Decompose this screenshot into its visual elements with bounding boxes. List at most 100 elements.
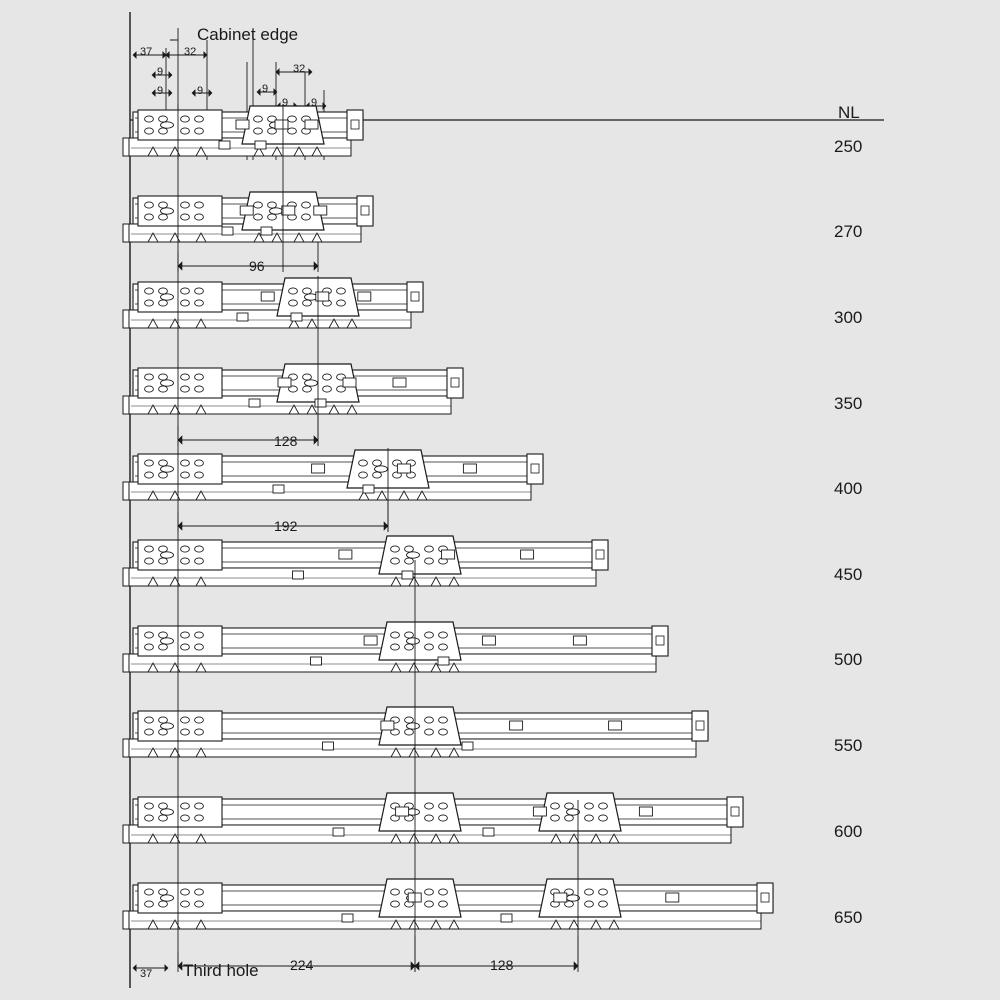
label-third-hole: Third hole	[183, 961, 259, 980]
fixing-plate-slot-3	[160, 379, 174, 387]
lower-detent-9-1	[500, 913, 513, 923]
rail-detent-2-0	[260, 291, 275, 302]
end-cap-hole-5	[595, 549, 605, 560]
rail-detent-7-0	[380, 720, 395, 731]
fixing-plate-right-9-hole-top-0	[180, 888, 190, 896]
nl-value-7: 550	[834, 736, 863, 755]
cam-housing-7-0	[378, 706, 462, 746]
fixing-plate-left-3-hole-bottom-0	[144, 385, 154, 393]
fixing-plate-left-8-hole-bottom-0	[144, 814, 154, 822]
front-bracket-6	[122, 653, 130, 673]
tri-marker-9-1-2	[590, 919, 602, 930]
tri-marker-4-0-0	[358, 490, 370, 501]
tri-marker-1-0-2	[293, 232, 305, 243]
cam-holes-left-6-0-hole-top-0	[390, 631, 400, 639]
cam-holes-left-5-0-hole-top-0	[390, 545, 400, 553]
tri-marker-plate-0-2	[195, 146, 207, 157]
fixing-plate-slot-0	[160, 121, 174, 129]
rail-detent-2-2	[357, 291, 372, 302]
tri-marker-plate-8-2	[195, 833, 207, 844]
tri-marker-8-0-3	[448, 833, 460, 844]
tri-marker-3-0-0	[288, 404, 300, 415]
tri-marker-6-0-2	[430, 662, 442, 673]
cam-holes-right-9-1-hole-bottom-0	[584, 900, 594, 908]
fixing-plate-left-2-hole-top-0	[144, 287, 154, 295]
cam-holes-left-2-0-hole-top-0	[288, 287, 298, 295]
fixing-plate-8	[137, 796, 223, 828]
fixing-plate-right-2-hole-bottom-0	[180, 299, 190, 307]
cam-holes-left-2-0-hole-bottom-0	[288, 299, 298, 307]
dim-32-right-arrow-left	[275, 68, 280, 76]
cam-holes-right-9-1-hole-top-0	[584, 888, 594, 896]
cam-holes-right-0-0-hole-bottom-0	[287, 127, 297, 135]
span-dimension-3: 224	[290, 957, 314, 973]
tri-marker-plate-9-1	[169, 919, 181, 930]
rail-detent-7-1	[509, 720, 524, 731]
top-dimension-7: 9	[282, 97, 289, 109]
cam-housing-8-0	[378, 792, 462, 832]
end-cap-hole-6	[655, 635, 665, 646]
tri-marker-plate-7-0	[147, 747, 159, 758]
tri-marker-7-0-1	[408, 747, 420, 758]
tri-marker-plate-1-0	[147, 232, 159, 243]
lower-detent-3-0	[248, 398, 261, 408]
fixing-plate-right-7-hole-top-1	[194, 716, 204, 724]
cam-holes-right-6-0-hole-bottom-0	[424, 643, 434, 651]
tri-marker-plate-7-2	[195, 747, 207, 758]
cam-slot-4-0	[374, 465, 388, 473]
cam-holes-right-9-0-hole-bottom-0	[424, 900, 434, 908]
tri-marker-6-0-0	[390, 662, 402, 673]
tri-marker-plate-3-0	[147, 404, 159, 415]
rail-detent-8-1	[532, 806, 547, 817]
lower-detent-2-1	[290, 312, 303, 322]
top-dimension-5: 32	[293, 63, 306, 75]
rail-detent-3-2	[392, 377, 407, 388]
cam-holes-left-3-0-hole-bottom-0	[288, 385, 298, 393]
fixing-plate-right-2-hole-bottom-1	[194, 299, 204, 307]
cam-housing-8-1	[538, 792, 622, 832]
cam-holes-right-9-0-hole-top-1	[438, 888, 448, 896]
front-bracket-7	[122, 738, 130, 758]
fixing-plate-right-8-hole-bottom-0	[180, 814, 190, 822]
cam-holes-right-3-0-hole-top-1	[336, 373, 346, 381]
tri-marker-plate-4-0	[147, 490, 159, 501]
cam-holes-right-9-0-hole-bottom-1	[438, 900, 448, 908]
tri-marker-plate-1-1	[169, 232, 181, 243]
tri-marker-plate-2-2	[195, 318, 207, 329]
tri-marker-9-1-3	[608, 919, 620, 930]
dim-9f-arrow-right	[322, 102, 327, 110]
span-dimension-2: 192	[274, 518, 298, 534]
dim-9d-arrow-left	[256, 88, 261, 96]
lower-detent-8-0	[332, 827, 345, 837]
cam-holes-right-8-1-hole-bottom-1	[598, 814, 608, 822]
cam-holes-right-5-0-hole-bottom-0	[424, 557, 434, 565]
label-nl-header: NL	[838, 103, 860, 122]
tri-marker-9-0-2	[430, 919, 442, 930]
tri-marker-8-1-1	[568, 833, 580, 844]
top-dimension-2: 9	[157, 66, 164, 78]
cam-holes-right-2-0-hole-bottom-1	[336, 299, 346, 307]
lower-detent-4-1	[362, 484, 375, 494]
tri-marker-0-0-1	[271, 146, 283, 157]
tri-marker-plate-7-1	[169, 747, 181, 758]
end-cap-hole-1	[360, 205, 370, 216]
tri-marker-plate-8-1	[169, 833, 181, 844]
fixing-plate-right-6-hole-top-1	[194, 631, 204, 639]
tri-marker-plate-6-1	[169, 662, 181, 673]
lower-detent-5-0	[292, 570, 304, 580]
nl-value-1: 270	[834, 222, 863, 241]
cam-slot-3-0	[304, 379, 318, 387]
cam-holes-right-8-1-hole-bottom-0	[584, 814, 594, 822]
cam-holes-right-8-0-hole-bottom-1	[438, 814, 448, 822]
fixing-plate-right-6-hole-bottom-0	[180, 643, 190, 651]
fixing-plate-left-0-hole-bottom-0	[144, 127, 154, 135]
cam-holes-right-7-0-hole-bottom-1	[438, 728, 448, 736]
cam-slot-6-0	[406, 637, 420, 645]
cam-housing-9-1	[538, 878, 622, 918]
cam-holes-right-0-0-hole-top-0	[287, 115, 297, 123]
fixing-plate-left-5-hole-bottom-0	[144, 557, 154, 565]
cam-holes-right-3-0-hole-bottom-0	[322, 385, 332, 393]
span-128-arrow-left	[177, 435, 183, 445]
cam-holes-right-2-0-hole-top-1	[336, 287, 346, 295]
dim-9b-arrow-right	[168, 89, 173, 97]
